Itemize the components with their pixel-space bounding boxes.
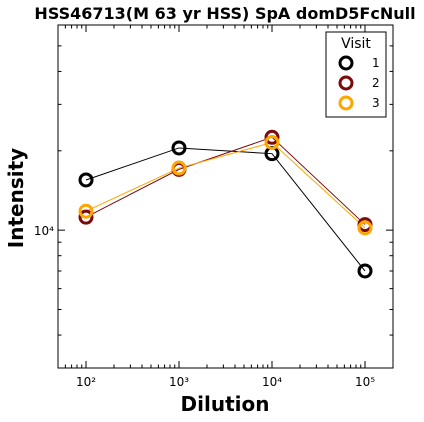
legend-marker-1	[338, 55, 354, 71]
data-point-3	[264, 135, 280, 151]
chart-title: HSS46713(M 63 yr HSS) SpA domD5FcNull	[34, 4, 415, 23]
x-tick-label: 10²	[76, 375, 96, 389]
data-point-1	[78, 172, 94, 188]
data-point-3	[357, 220, 373, 236]
series-line-2	[85, 136, 366, 225]
legend-title: Visit	[341, 36, 371, 52]
x-tick-label: 10⁵	[355, 375, 375, 389]
legend-box	[325, 31, 387, 118]
data-point-2	[78, 209, 94, 225]
series-line-3	[85, 141, 366, 229]
minor-ticks	[57, 24, 394, 369]
major-ticks	[58, 25, 393, 368]
legend-items: 1 2 3	[338, 55, 380, 111]
data-point-1	[171, 140, 187, 156]
data-point-3	[171, 160, 187, 176]
data-point-3	[78, 203, 94, 219]
x-axis-label: Dilution	[181, 392, 270, 416]
legend-label-1: 1	[372, 56, 380, 70]
y-axis-label: Intensity	[4, 148, 28, 248]
data-point-2	[264, 129, 280, 145]
legend: Visit 1 2 3	[325, 31, 387, 118]
x-tick-label: 10⁴	[262, 375, 282, 389]
data-point-1	[357, 263, 373, 279]
series-line-1	[85, 147, 366, 272]
legend-marker-2	[338, 75, 354, 91]
plot-frame	[57, 24, 394, 369]
legend-marker-3	[338, 95, 354, 111]
legend-label-3: 3	[372, 96, 380, 110]
x-tick-label: 10³	[169, 375, 189, 389]
series-lines	[85, 136, 366, 272]
y-tick-label: 10⁴	[34, 224, 54, 238]
series-markers	[78, 129, 373, 279]
tick-labels: 10² 10³ 10⁴ 10⁵ 10⁴	[34, 224, 375, 389]
legend-label-2: 2	[372, 76, 380, 90]
